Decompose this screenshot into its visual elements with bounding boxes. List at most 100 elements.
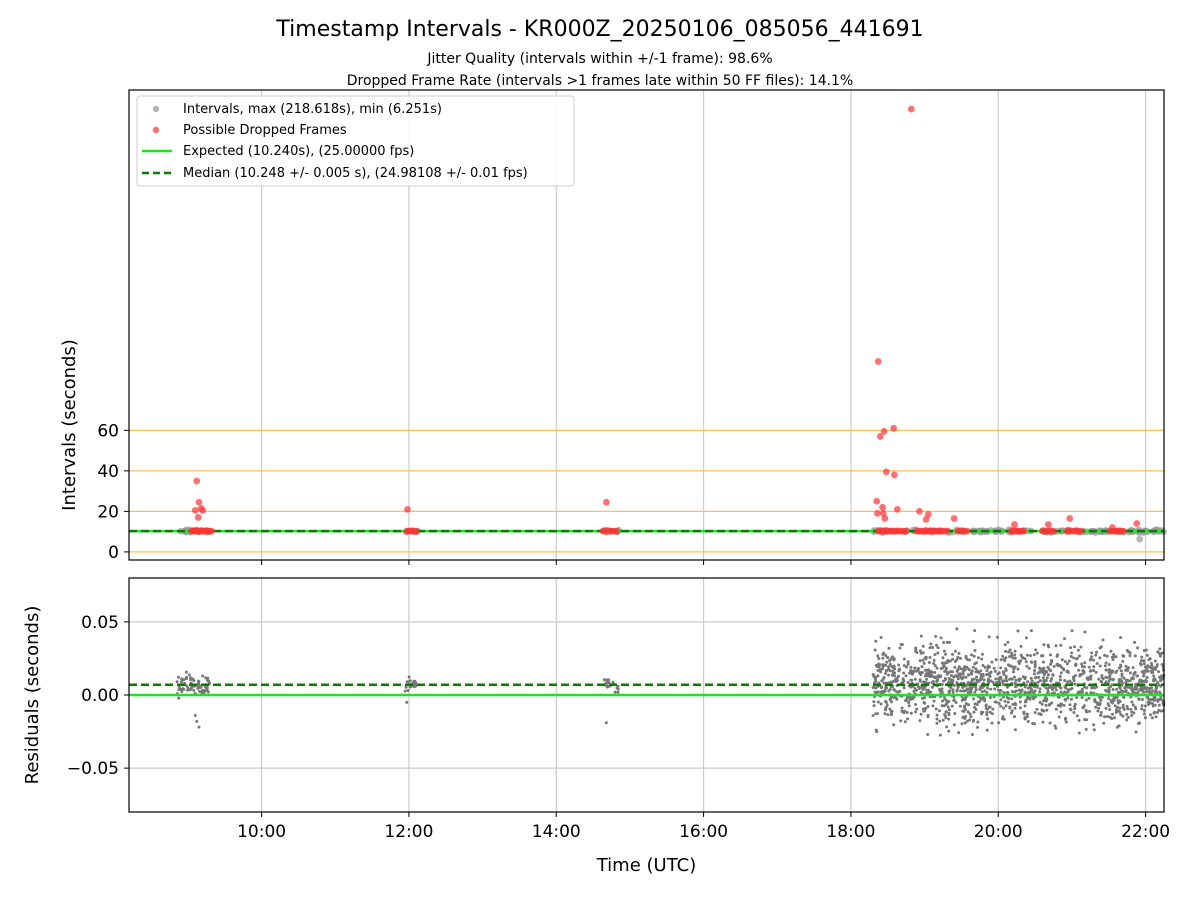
residual-point — [1011, 656, 1015, 660]
residual-point — [1088, 658, 1092, 662]
residual-point — [999, 677, 1003, 681]
residual-point — [1145, 666, 1149, 670]
residual-point — [1123, 686, 1127, 690]
residual-point — [1042, 680, 1046, 684]
residual-point — [1033, 689, 1037, 693]
residual-point — [883, 712, 887, 716]
residual-point — [923, 696, 927, 700]
residual-point — [190, 685, 194, 689]
residual-point — [197, 683, 201, 687]
residual-point — [944, 666, 948, 670]
dropped-frame-point — [890, 471, 898, 479]
residual-point — [1053, 724, 1057, 728]
residual-point — [1042, 699, 1046, 703]
residual-point — [1084, 708, 1088, 712]
residual-point — [1102, 721, 1106, 725]
intervals-axes-frame — [128, 89, 1165, 561]
residual-point — [1116, 701, 1120, 705]
residual-point — [981, 685, 985, 689]
residual-point — [935, 721, 939, 725]
residual-point — [199, 685, 203, 689]
residual-point — [960, 698, 964, 702]
residual-point — [963, 721, 967, 725]
residual-point — [887, 689, 891, 693]
residual-point — [1153, 703, 1157, 707]
dropped-frame-point — [199, 506, 207, 514]
residual-point — [1010, 697, 1014, 701]
residual-point — [1105, 654, 1109, 658]
residual-point — [968, 689, 972, 693]
residual-point — [1008, 705, 1012, 709]
residual-point — [1076, 690, 1080, 694]
dropped-frame-point — [907, 105, 915, 113]
residual-point — [1098, 656, 1102, 660]
residual-point — [923, 656, 927, 660]
residual-point — [992, 666, 996, 670]
residual-point — [910, 672, 914, 676]
residual-point — [928, 646, 932, 650]
residual-point — [1148, 686, 1152, 690]
residual-point — [1113, 704, 1117, 708]
residual-point — [944, 714, 948, 718]
residual-point — [1058, 674, 1062, 678]
residual-point — [1013, 690, 1017, 694]
residual-point — [942, 679, 946, 683]
residual-point — [1011, 665, 1015, 669]
residual-point — [1150, 716, 1154, 720]
residual-point — [1107, 697, 1111, 701]
residual-point — [879, 670, 883, 674]
residual-point — [965, 719, 969, 723]
residual-point — [944, 668, 948, 672]
residual-point — [882, 651, 886, 655]
residual-points — [175, 627, 1166, 737]
residual-point — [1142, 712, 1146, 716]
residual-point — [1152, 674, 1156, 678]
chart-subtitle-dropped: Dropped Frame Rate (intervals >1 frames … — [347, 73, 854, 89]
residual-point — [884, 671, 888, 675]
residual-point — [895, 697, 899, 701]
residual-point — [1140, 697, 1144, 701]
residual-point — [936, 651, 940, 655]
residual-point — [1115, 687, 1119, 691]
residual-point — [1066, 696, 1070, 700]
residual-point — [906, 717, 910, 721]
residual-point — [1084, 727, 1088, 731]
dropped-frame-point — [893, 505, 901, 513]
residual-point — [1128, 654, 1132, 658]
residual-point — [874, 679, 878, 683]
residual-point — [1070, 651, 1074, 655]
residual-point — [1155, 663, 1159, 667]
residual-point — [886, 656, 890, 660]
residual-point — [1013, 701, 1017, 705]
residual-point — [1017, 688, 1021, 692]
residual-point — [934, 707, 938, 711]
residual-point — [955, 658, 959, 662]
residual-point — [1026, 680, 1030, 684]
residual-point — [1093, 700, 1097, 704]
residual-point — [918, 719, 922, 723]
residual-point — [1145, 676, 1149, 680]
residual-point — [1084, 698, 1088, 702]
residual-point — [1045, 708, 1049, 712]
residual-point — [1037, 675, 1041, 679]
residual-point — [1063, 679, 1067, 683]
residual-point — [1147, 658, 1151, 662]
dropped-frame-points — [188, 105, 1141, 535]
residual-point — [1010, 677, 1014, 681]
residual-point — [884, 706, 888, 710]
residual-point — [947, 690, 951, 694]
residual-point — [1046, 673, 1050, 677]
residual-point — [1077, 718, 1081, 722]
residual-point — [928, 670, 932, 674]
residual-point — [940, 704, 944, 708]
x-tick-label: 22:00 — [1121, 822, 1170, 842]
residual-point — [1070, 687, 1074, 691]
residual-point — [890, 709, 894, 713]
residual-point — [873, 648, 877, 652]
residual-point — [1066, 670, 1070, 674]
residual-point — [972, 677, 976, 681]
residual-point — [968, 718, 972, 722]
residual-point — [1081, 668, 1085, 672]
residual-point — [1063, 697, 1067, 701]
dropped-frame-point — [890, 424, 898, 432]
